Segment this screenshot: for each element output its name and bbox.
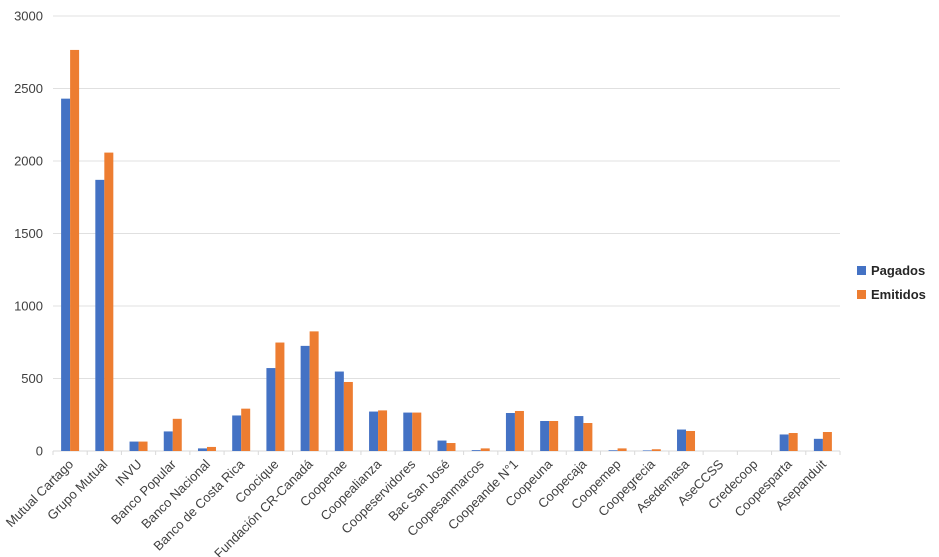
bar-emitidos <box>651 449 661 451</box>
bar-emitidos <box>378 410 388 451</box>
bar-pagados <box>677 429 687 451</box>
bar-emitidos <box>206 446 216 451</box>
y-tick-label: 2500 <box>14 81 43 96</box>
y-tick-label: 3000 <box>14 9 43 24</box>
bar-emitidos <box>549 420 559 451</box>
bar-pagados <box>437 440 447 451</box>
bar-emitidos <box>480 448 490 451</box>
bar-emitidos <box>241 408 251 451</box>
y-tick-label: 1000 <box>14 299 43 314</box>
bar-pagados <box>369 411 379 451</box>
y-tick-label: 2000 <box>14 154 43 169</box>
bar-pagados <box>61 98 71 452</box>
bar-emitidos <box>822 432 832 451</box>
bar-pagados <box>300 345 310 451</box>
bar-emitidos <box>412 412 422 451</box>
y-tick-label: 0 <box>36 444 43 459</box>
bar-pagados <box>540 420 550 451</box>
bar-pagados <box>642 450 652 451</box>
bar-pagados <box>779 434 789 451</box>
y-axis: 0 500 1000 1500 2000 2500 3000 <box>14 9 43 459</box>
bar-emitidos <box>686 430 696 451</box>
bar-emitidos <box>138 441 148 451</box>
legend-label: Emitidos <box>871 286 926 302</box>
legend-label: Pagados <box>871 262 926 278</box>
bar-emitidos <box>514 410 524 451</box>
bar-emitidos <box>343 381 353 451</box>
bar-pagados <box>813 438 823 451</box>
bar-pagados <box>403 412 413 451</box>
bar-emitidos <box>275 342 285 451</box>
x-tick-label: Grupo Mutual <box>44 456 110 522</box>
bar-emitidos <box>104 152 114 451</box>
bar-emitidos <box>309 331 319 451</box>
bars <box>61 49 832 452</box>
bar-pagados <box>505 413 515 451</box>
legend-swatch-pagados <box>857 265 866 275</box>
bar-emitidos <box>70 49 80 452</box>
bar-pagados <box>266 368 276 451</box>
bar-pagados <box>574 416 584 451</box>
legend: Pagados Emitidos <box>857 258 926 306</box>
bar-pagados <box>471 450 481 451</box>
bar-emitidos <box>788 433 798 451</box>
y-tick-label: 500 <box>21 371 43 386</box>
bar-emitidos <box>172 418 182 451</box>
bar-pagados <box>197 448 207 451</box>
bar-pagados <box>95 179 105 451</box>
legend-swatch-emitidos <box>857 289 866 299</box>
bar-pagados <box>163 431 173 451</box>
bar-emitidos <box>583 423 593 451</box>
bar-pagados <box>129 441 139 451</box>
legend-item-emitidos[interactable]: Emitidos <box>857 282 926 306</box>
legend-item-pagados[interactable]: Pagados <box>857 258 926 282</box>
bar-pagados <box>232 415 242 451</box>
bar-pagados <box>334 371 344 451</box>
bar-emitidos <box>617 448 627 451</box>
bar-pagados <box>608 450 618 451</box>
bar-emitidos <box>446 443 456 451</box>
gridlines <box>53 15 840 452</box>
y-tick-label: 1500 <box>14 226 43 241</box>
